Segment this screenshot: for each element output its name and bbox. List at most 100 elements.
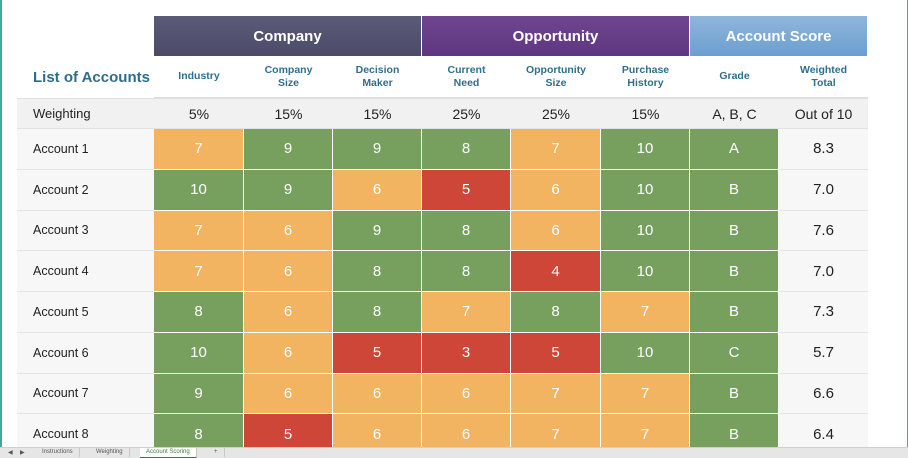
score-cell[interactable]: 9	[244, 169, 333, 211]
weighted-total-cell[interactable]: 5.7	[779, 332, 868, 374]
account-name[interactable]: Account 5	[17, 292, 154, 333]
score-cell[interactable]: 5	[511, 332, 601, 374]
account-name[interactable]: Account 2	[17, 169, 154, 211]
col-header-opportunity-size[interactable]: Opportunity Size	[511, 56, 601, 98]
group-header-company[interactable]: Company	[154, 16, 422, 56]
score-cell[interactable]: 8	[422, 210, 511, 252]
score-cell[interactable]: 6	[244, 251, 333, 292]
score-cell[interactable]: 7	[154, 251, 244, 292]
weighted-total-cell[interactable]: 8.3	[779, 129, 868, 170]
score-cell[interactable]: 9	[154, 373, 244, 415]
weighting-cell[interactable]: A, B, C	[690, 98, 779, 129]
tab-scroll-left-icon[interactable]: ◀	[8, 450, 13, 456]
account-name[interactable]: Account 1	[17, 129, 154, 170]
score-cell[interactable]: 6	[511, 169, 601, 211]
score-cell[interactable]: 10	[601, 129, 690, 170]
score-cell[interactable]: 8	[333, 292, 422, 333]
weighting-cell[interactable]: 5%	[154, 98, 244, 129]
score-cell[interactable]: 7	[511, 414, 601, 447]
col-header-weighted-total[interactable]: Weighted Total	[779, 56, 868, 98]
score-cell[interactable]: 9	[333, 210, 422, 252]
account-name[interactable]: Account 3	[17, 210, 154, 252]
weighted-total-cell[interactable]: 7.3	[779, 292, 868, 333]
weighted-total-cell[interactable]: 6.4	[779, 414, 868, 447]
sheet-tab-weighting[interactable]: Weighting	[90, 448, 130, 457]
weighted-total-cell[interactable]: 7.0	[779, 169, 868, 211]
add-sheet-button[interactable]: +	[208, 448, 225, 457]
score-cell[interactable]: 6	[333, 414, 422, 447]
weighted-total-cell[interactable]: 7.0	[779, 251, 868, 292]
weighting-label[interactable]: Weighting	[17, 98, 154, 129]
weighting-cell[interactable]: 25%	[422, 98, 511, 129]
score-cell[interactable]: 7	[422, 292, 511, 333]
sheet-tab-instructions[interactable]: Instructions	[36, 448, 80, 457]
grade-cell[interactable]: B	[690, 414, 779, 447]
score-cell[interactable]: 6	[511, 210, 601, 252]
weighted-total-cell[interactable]: 6.6	[779, 373, 868, 415]
score-cell[interactable]: 6	[422, 414, 511, 447]
score-cell[interactable]: 8	[333, 251, 422, 292]
weighting-cell[interactable]: 25%	[511, 98, 601, 129]
score-cell[interactable]: 6	[244, 292, 333, 333]
score-cell[interactable]: 7	[601, 373, 690, 415]
score-cell[interactable]: 7	[154, 210, 244, 252]
col-header-label: Weighted Total	[799, 63, 848, 89]
score-cell[interactable]: 5	[422, 169, 511, 211]
grade-cell[interactable]: B	[690, 210, 779, 252]
score-cell[interactable]: 6	[422, 373, 511, 415]
grade-cell[interactable]: C	[690, 332, 779, 374]
score-cell[interactable]: 5	[244, 414, 333, 447]
col-header-purchase-history[interactable]: Purchase History	[601, 56, 690, 98]
col-header-grade[interactable]: Grade	[690, 56, 779, 98]
weighting-cell[interactable]: 15%	[601, 98, 690, 129]
weighting-cell[interactable]: Out of 10	[779, 98, 868, 129]
account-name[interactable]: Account 4	[17, 251, 154, 292]
score-cell[interactable]: 7	[601, 292, 690, 333]
grade-cell[interactable]: B	[690, 292, 779, 333]
score-cell[interactable]: 10	[601, 210, 690, 252]
score-cell[interactable]: 8	[154, 292, 244, 333]
col-header-current-need[interactable]: Current Need	[422, 56, 511, 98]
grade-cell[interactable]: B	[690, 251, 779, 292]
account-name[interactable]: Account 6	[17, 332, 154, 374]
score-cell[interactable]: 8	[154, 414, 244, 447]
score-cell[interactable]: 6	[244, 332, 333, 374]
score-cell[interactable]: 7	[601, 414, 690, 447]
col-header-decision-maker[interactable]: Decision Maker	[333, 56, 422, 98]
score-cell[interactable]: 6	[244, 210, 333, 252]
grade-cell[interactable]: B	[690, 169, 779, 211]
account-name[interactable]: Account 7	[17, 373, 154, 415]
grade-cell[interactable]: B	[690, 373, 779, 415]
score-cell[interactable]: 10	[154, 332, 244, 374]
score-cell[interactable]: 9	[333, 129, 422, 170]
list-of-accounts-title[interactable]: List of Accounts	[33, 68, 150, 86]
tab-scroll-right-icon[interactable]: ▶	[20, 450, 25, 456]
group-header-account-score[interactable]: Account Score	[690, 16, 868, 56]
weighting-cell[interactable]: 15%	[244, 98, 333, 129]
weighted-total-cell[interactable]: 7.6	[779, 210, 868, 252]
col-header-label: Decision Maker	[355, 63, 400, 89]
score-cell[interactable]: 6	[333, 373, 422, 415]
col-header-industry[interactable]: Industry	[154, 56, 244, 98]
score-cell[interactable]: 6	[333, 169, 422, 211]
score-cell[interactable]: 8	[511, 292, 601, 333]
group-header-opportunity[interactable]: Opportunity	[422, 16, 690, 56]
score-cell[interactable]: 6	[244, 373, 333, 415]
score-cell[interactable]: 8	[422, 251, 511, 292]
account-name[interactable]: Account 8	[17, 414, 154, 447]
score-cell[interactable]: 7	[154, 129, 244, 170]
score-cell[interactable]: 5	[333, 332, 422, 374]
score-cell[interactable]: 10	[601, 332, 690, 374]
grade-cell[interactable]: A	[690, 129, 779, 170]
weighting-cell[interactable]: 15%	[333, 98, 422, 129]
score-cell[interactable]: 9	[244, 129, 333, 170]
score-cell[interactable]: 4	[511, 251, 601, 292]
col-header-company-size[interactable]: Company Size	[244, 56, 333, 98]
score-cell[interactable]: 10	[601, 251, 690, 292]
score-cell[interactable]: 7	[511, 373, 601, 415]
score-cell[interactable]: 7	[511, 129, 601, 170]
score-cell[interactable]: 8	[422, 129, 511, 170]
score-cell[interactable]: 3	[422, 332, 511, 374]
score-cell[interactable]: 10	[601, 169, 690, 211]
score-cell[interactable]: 10	[154, 169, 244, 211]
